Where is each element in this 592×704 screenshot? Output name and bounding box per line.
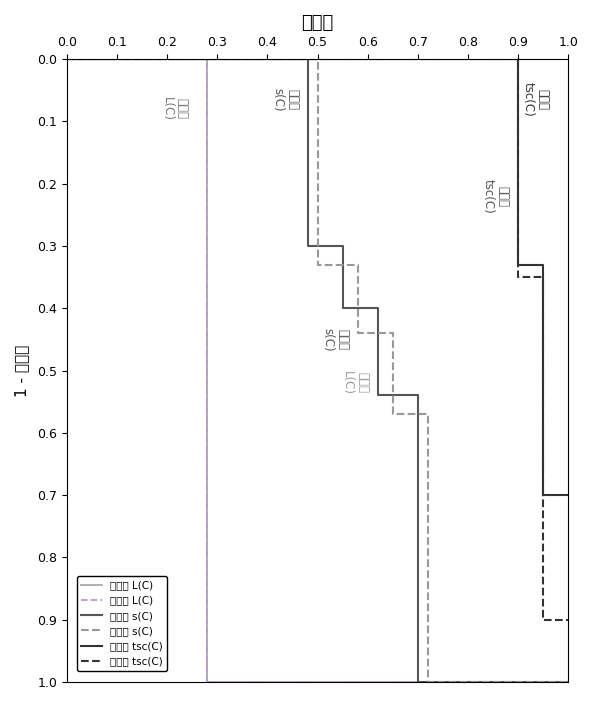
- X-axis label: 敏感性: 敏感性: [301, 14, 334, 32]
- Y-axis label: 1 - 特异性: 1 - 特异性: [14, 344, 29, 396]
- Text: 前凸面
s(C): 前凸面 s(C): [321, 327, 349, 351]
- Text: 前凸面
L(C): 前凸面 L(C): [160, 96, 189, 121]
- Legend: 前凸面 L(C), 前凸面 L(C), 前凸面 s(C), 前凸面 s(C), 前凸面 tsc(C), 前凸面 tsc(C): 前凸面 L(C), 前凸面 L(C), 前凸面 s(C), 前凸面 s(C), …: [77, 577, 168, 671]
- Text: 前凸面
tsc(C): 前凸面 tsc(C): [481, 179, 510, 213]
- Text: 前凸面
s(C): 前凸面 s(C): [271, 87, 299, 111]
- Text: 前凸面
tsc(C): 前凸面 tsc(C): [522, 82, 549, 117]
- Text: 前凸面
L(C): 前凸面 L(C): [341, 371, 369, 395]
